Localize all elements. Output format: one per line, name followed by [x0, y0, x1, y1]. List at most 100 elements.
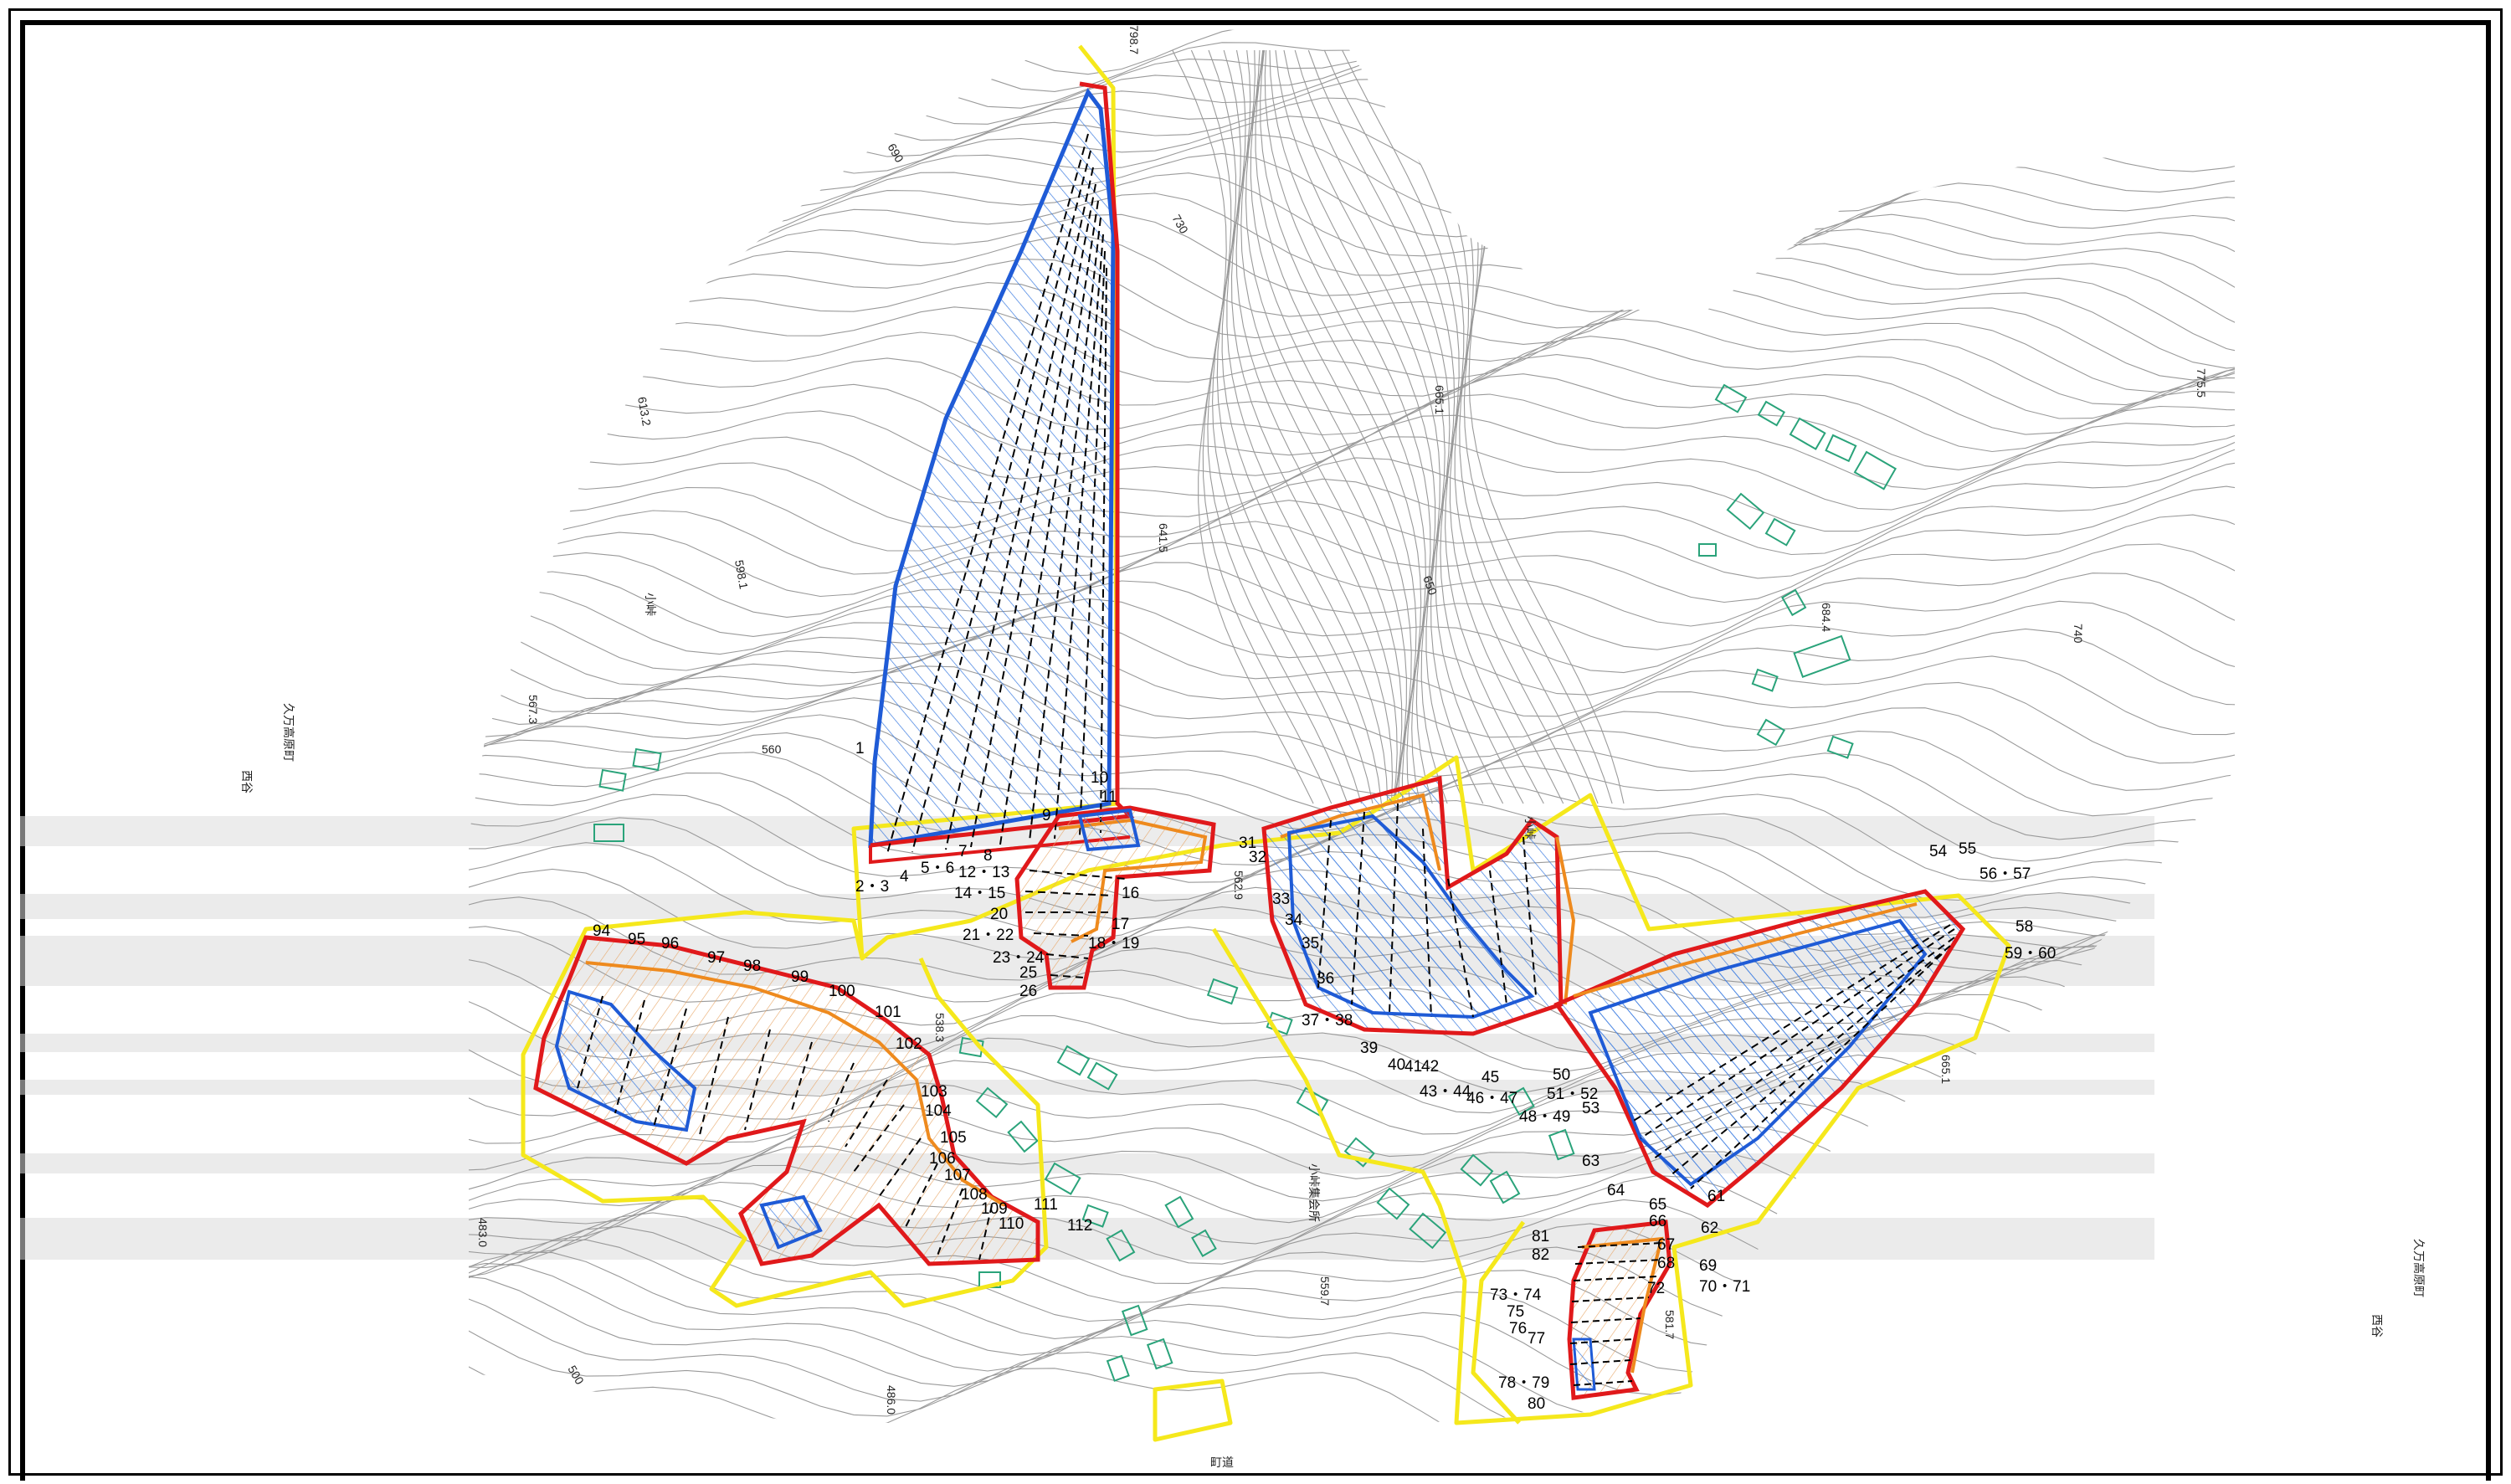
elevation-label: 613.2: [635, 396, 654, 427]
contour-line: [1275, 49, 1436, 804]
building: [1548, 1128, 1575, 1161]
parcel-number: 18・19: [1088, 935, 1139, 953]
elevation-label: 500: [565, 1363, 587, 1387]
building: [1121, 1304, 1148, 1337]
parcel-number: 110: [999, 1215, 1024, 1233]
elevation-label: 538.3: [933, 1013, 947, 1042]
side-label-left-area: 西谷: [239, 770, 253, 793]
contour-line: [469, 336, 2235, 440]
parcel-number: 102: [896, 1035, 922, 1053]
parcel-number: 11: [1101, 788, 1117, 806]
contour-line: [1250, 49, 1412, 804]
elevation-label: 798.7: [1127, 25, 1141, 54]
building: [1751, 668, 1779, 692]
parcel-number: 98: [743, 958, 761, 975]
map-frame: [8, 8, 2503, 1476]
parcel-number: 75: [1507, 1303, 1524, 1321]
elevation-label: 730: [1169, 213, 1191, 236]
building: [1507, 1086, 1535, 1117]
contour-line: [469, 1274, 2235, 1402]
contour-line: [469, 1321, 2235, 1423]
parcel-number: 41: [1404, 1058, 1422, 1076]
parcel-number: 68: [1657, 1255, 1675, 1272]
building: [1764, 517, 1796, 547]
building: [975, 1086, 1009, 1119]
building: [1296, 1086, 1329, 1117]
parcel-number: 33: [1272, 891, 1290, 908]
contour-line: [469, 439, 2235, 598]
contour-line: [469, 426, 2235, 552]
elevation-label: 483.0: [476, 1218, 490, 1247]
parcel-number: 81: [1532, 1228, 1549, 1245]
parcel-number: 26: [1019, 983, 1037, 1000]
elevation-label: 560: [762, 742, 782, 756]
building: [1146, 1338, 1173, 1370]
place-label: 町道: [1210, 1456, 1234, 1470]
side-label-right-area: 西谷: [2370, 1314, 2383, 1338]
building: [1726, 492, 1765, 531]
parcel-number: 106: [929, 1150, 956, 1168]
elevation-label: 559.7: [1318, 1276, 1332, 1306]
building: [1793, 634, 1851, 678]
building: [1826, 735, 1854, 759]
contour-line: [469, 414, 2235, 528]
parcel-north: [868, 81, 1135, 865]
elevation-label: 567.3: [526, 695, 540, 724]
parcel-number: 69: [1699, 1257, 1717, 1275]
elevation-label: 690: [885, 141, 906, 165]
contour-line: [469, 1251, 2235, 1356]
parcel-southeast: [1553, 889, 1966, 1209]
building: [593, 824, 624, 842]
side-label-left-town: 久万高原町: [281, 703, 295, 762]
contour-line: [1463, 49, 1613, 804]
elevation-label: 486.0: [885, 1385, 898, 1415]
parcel-number: 73・74: [1490, 1286, 1542, 1304]
contour-line: [469, 213, 2235, 335]
parcel-number: 70・71: [1699, 1278, 1750, 1296]
parcel-number: 96: [661, 935, 679, 953]
contour-line: [469, 650, 2235, 764]
parcel-number: 37・38: [1302, 1012, 1353, 1030]
parcel-number: 77: [1528, 1330, 1545, 1348]
parcel-number: 31: [1239, 834, 1256, 852]
contour-line: [1172, 49, 1314, 804]
parcel-west: [533, 935, 1040, 1266]
parcel-number: 53: [1582, 1100, 1600, 1117]
parcel-number: 21・22: [963, 927, 1014, 944]
contour-line: [469, 393, 2235, 505]
parcel-number: 65: [1649, 1196, 1666, 1214]
parcel-number: 62: [1701, 1220, 1718, 1237]
parcel-number: 61: [1707, 1188, 1725, 1205]
parcel-number: 40: [1388, 1056, 1405, 1074]
contour-line: [1440, 49, 1583, 804]
building: [1081, 1204, 1109, 1228]
parcel-number: 50: [1553, 1066, 1570, 1084]
contour-line: [469, 25, 2235, 126]
building: [1106, 1229, 1136, 1262]
place-label: 小峠: [1523, 816, 1536, 840]
contour-line: [1294, 49, 1445, 804]
parcel-center: [1014, 805, 1216, 990]
contour-line: [1245, 49, 1407, 804]
elevation-label: 641.5: [1157, 523, 1170, 552]
parcel-number: 64: [1607, 1182, 1625, 1199]
elevation-label: 684.4: [1820, 603, 1833, 632]
parcel-number: 8: [983, 847, 993, 865]
building: [1086, 1061, 1118, 1091]
parcel-number: 103: [921, 1083, 947, 1101]
building: [1164, 1195, 1194, 1229]
parcel-south: [1567, 1220, 1672, 1400]
contour-line: [469, 110, 2235, 232]
parcel-number: 35: [1302, 935, 1319, 953]
parcel-number: 111: [1034, 1196, 1058, 1214]
parcel-number: 39: [1360, 1040, 1378, 1057]
building: [1756, 718, 1786, 747]
contour-line: [1283, 49, 1440, 804]
parcel-number: 101: [875, 1004, 901, 1021]
elevation-label: 665.1: [1433, 385, 1446, 414]
contour-line: [1216, 49, 1374, 804]
contour-line: [469, 485, 2235, 637]
project-boundary: [521, 44, 2011, 1442]
elevation-label: 775.5: [2195, 368, 2208, 398]
parcel-numbers: 1 2・3 4 5・6 7 8 9 10 11 12・13 14・15 16 1…: [593, 740, 2056, 1413]
